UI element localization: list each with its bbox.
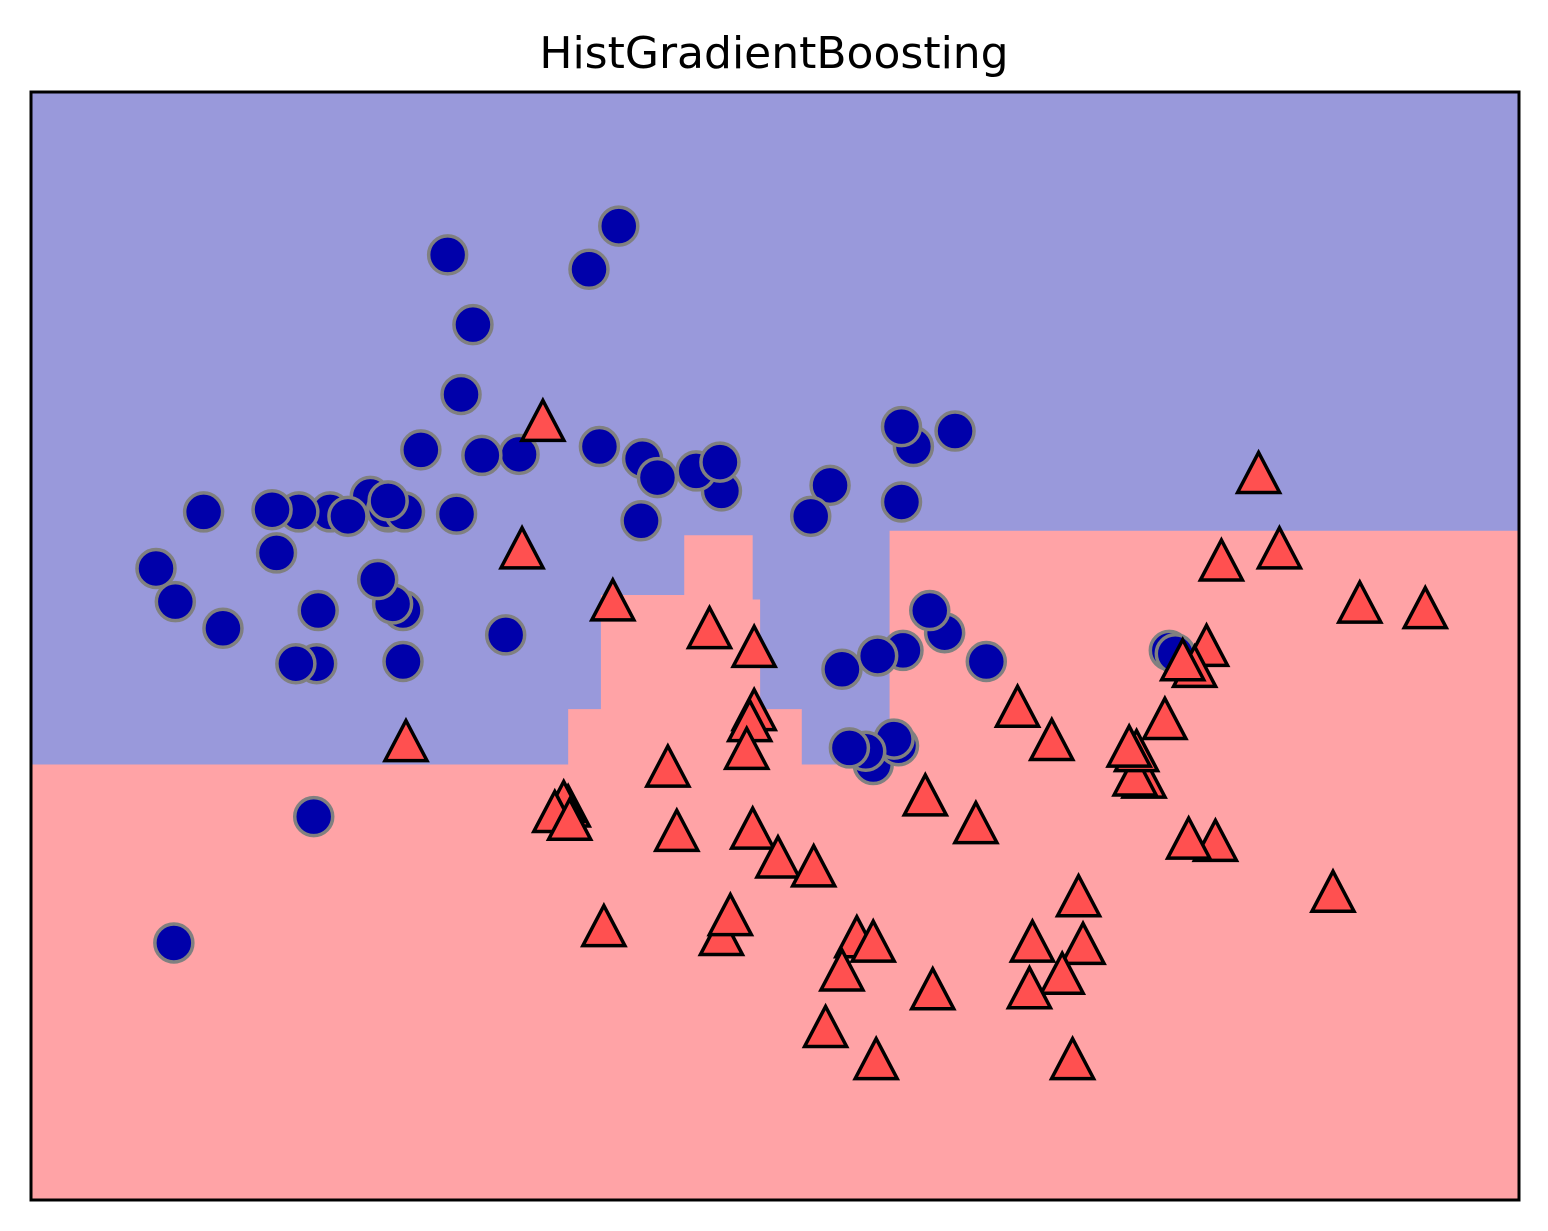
point-triangle-44 [1038,949,1087,996]
chart-title: HistGradientBoosting [539,28,1008,79]
point-triangle-14 [652,806,701,853]
point-circle-30 [880,405,923,448]
point-triangle-2 [588,576,637,622]
point-circle-35 [154,580,197,623]
point-triangle-37 [1164,814,1213,860]
point-triangle-43 [1059,919,1107,966]
point-triangle-39 [901,771,950,817]
point-triangle-25 [1401,583,1450,630]
plot-frame [29,90,1521,1202]
point-circle-50 [821,648,863,691]
point-triangle-50 [801,1002,850,1049]
point-triangle-48 [908,965,957,1011]
point-circle-3 [598,205,640,247]
point-circle-23 [636,456,679,499]
point-circle-43 [275,642,317,685]
point-triangle-35 [1027,715,1076,762]
point-triangle-21 [1234,448,1283,495]
point-triangle-7 [722,724,771,771]
point-circle-59 [153,922,195,964]
point-circle-0 [426,234,469,276]
point-circle-40 [484,614,527,656]
point-triangle-16 [789,842,838,888]
point-circle-48 [965,640,1008,683]
point-triangle-46 [849,917,898,963]
point-circle-4 [568,248,610,291]
point-triangle-34 [1105,722,1154,768]
point-triangle-51 [852,1034,901,1081]
series-1 [382,396,1450,1081]
point-circle-8 [400,429,442,471]
point-triangle-20 [382,716,430,763]
point-triangle-40 [1309,867,1357,914]
point-circle-2 [440,373,482,416]
point-triangle-38 [951,798,1000,845]
point-circle-32 [182,491,225,533]
point-triangle-12 [545,795,594,842]
point-circle-13 [461,434,503,477]
point-triangle-23 [1255,524,1304,570]
point-circle-7 [435,493,478,535]
point-circle-16 [367,480,409,522]
point-circle-49 [856,635,899,677]
point-circle-47 [909,589,951,632]
point-triangle-28 [1158,635,1207,682]
point-triangle-49 [1005,963,1054,1010]
point-triangle-24 [1335,578,1384,624]
point-circle-15 [327,495,369,538]
point-circle-24 [699,441,741,483]
point-triangle-3 [685,603,734,650]
point-triangle-42 [1008,917,1057,963]
point-circle-17 [578,425,621,468]
point-triangle-29 [1140,694,1189,741]
point-circle-33 [255,532,298,574]
point-triangle-19 [579,901,628,948]
point-circle-41 [382,640,424,683]
point-circle-34 [135,547,177,590]
point-triangle-1 [498,524,546,570]
point-circle-26 [789,495,832,538]
point-triangle-33 [993,682,1042,729]
point-circle-27 [934,410,976,452]
point-triangle-52 [1048,1034,1097,1081]
plot-area [31,92,1519,1200]
point-circle-1 [452,303,494,346]
point-circle-44 [356,558,399,601]
point-triangle-13 [728,804,777,850]
point-circle-29 [880,481,923,523]
point-circle-37 [297,589,339,632]
point-triangle-18 [706,890,755,937]
point-triangle-31 [1111,751,1159,797]
point-circle-31 [251,488,293,531]
point-circle-58 [292,795,335,838]
series-0 [135,205,1197,964]
point-circle-36 [202,607,244,650]
point-triangle-22 [1197,536,1246,582]
point-circle-19 [620,500,662,542]
point-circle-25 [809,464,851,507]
point-circle-55 [828,727,871,769]
point-triangle-41 [1054,871,1103,918]
point-triangle-8 [643,742,692,788]
point-triangle-15 [754,833,802,879]
point-triangle-47 [818,946,866,992]
point-triangle-4 [730,622,779,669]
point-triangle-0 [518,396,567,443]
